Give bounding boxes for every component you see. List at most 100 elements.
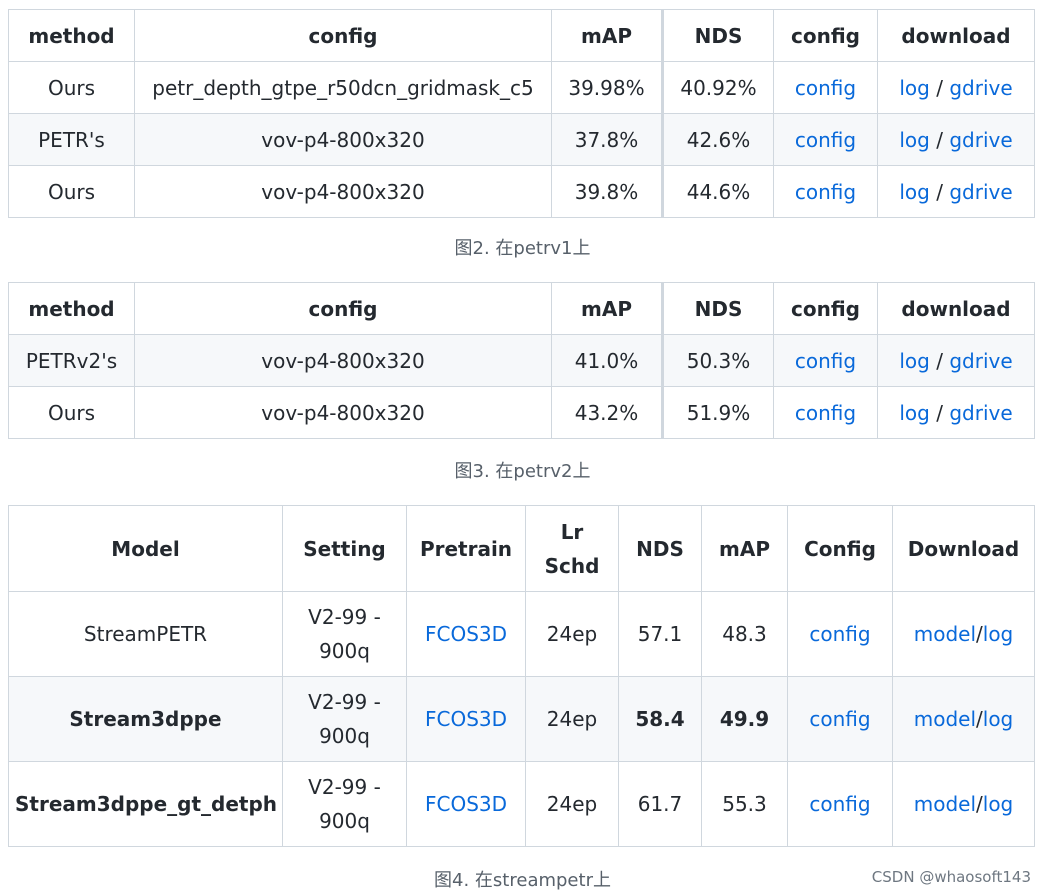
header-method: method (8, 9, 135, 62)
gdrive-link[interactable]: gdrive (949, 75, 1013, 100)
log-link[interactable]: log (899, 75, 930, 100)
pretrain-link[interactable]: FCOS3D (424, 707, 508, 731)
config-name-cell: vov-p4-800x320 (134, 165, 552, 218)
petrv1-results-table: method config mAP NDS config download Ou… (8, 9, 1035, 218)
header-config-link: config (773, 282, 878, 335)
model-cell: Stream3dppe (8, 676, 283, 762)
header-config: config (134, 9, 552, 62)
config-link[interactable]: config (794, 75, 857, 100)
config-name-cell: vov-p4-800x320 (134, 386, 552, 439)
table-row: StreamPETR V2-99 - 900q FCOS3D 24ep 57.1… (8, 591, 1035, 677)
gdrive-link[interactable]: gdrive (949, 127, 1013, 152)
table-header-row: method config mAP NDS config download (8, 282, 1035, 335)
header-nds: NDS (662, 9, 774, 62)
pretrain-cell: FCOS3D (406, 676, 526, 762)
config-name-cell: vov-p4-800x320 (134, 334, 552, 387)
log-link[interactable]: log (982, 622, 1014, 646)
link-separator: / (976, 707, 983, 731)
log-link[interactable]: log (899, 179, 930, 204)
download-cell: log / gdrive (877, 113, 1035, 166)
nds-cell: 50.3% (662, 334, 774, 387)
header-nds: NDS (662, 282, 774, 335)
setting-cell: V2-99 - 900q (282, 761, 407, 847)
nds-cell: 57.1 (618, 591, 702, 677)
header-setting: Setting (282, 505, 407, 592)
config-link[interactable]: config (809, 707, 871, 731)
config-link[interactable]: config (794, 127, 857, 152)
header-method: method (8, 282, 135, 335)
log-link[interactable]: log (982, 707, 1014, 731)
map-cell: 39.98% (551, 61, 664, 114)
log-link[interactable]: log (899, 348, 930, 373)
table-row: Ours vov-p4-800x320 43.2% 51.9% config l… (8, 386, 1035, 439)
nds-cell: 40.92% (662, 61, 774, 114)
nds-cell: 44.6% (662, 165, 774, 218)
link-separator: / (976, 622, 983, 646)
log-link[interactable]: log (982, 792, 1014, 816)
log-link[interactable]: log (899, 127, 930, 152)
header-map: mAP (701, 505, 788, 592)
header-download: Download (892, 505, 1035, 592)
config-link[interactable]: config (794, 179, 857, 204)
method-cell: PETRv2's (8, 334, 135, 387)
map-cell: 48.3 (701, 591, 788, 677)
map-cell: 55.3 (701, 761, 788, 847)
header-download: download (877, 282, 1035, 335)
table-row: PETRv2's vov-p4-800x320 41.0% 50.3% conf… (8, 334, 1035, 387)
download-cell: log / gdrive (877, 165, 1035, 218)
config-cell: config (773, 61, 878, 114)
download-cell: model/log (892, 591, 1035, 677)
gdrive-link[interactable]: gdrive (949, 179, 1013, 204)
download-cell: model/log (892, 761, 1035, 847)
config-name-cell: petr_depth_gtpe_r50dcn_gridmask_c5 (134, 61, 552, 114)
config-link[interactable]: config (809, 792, 871, 816)
download-cell: log / gdrive (877, 334, 1035, 387)
download-cell: log / gdrive (877, 386, 1035, 439)
model-cell: StreamPETR (8, 591, 283, 677)
config-link[interactable]: config (809, 622, 871, 646)
method-cell: Ours (8, 386, 135, 439)
download-cell: log / gdrive (877, 61, 1035, 114)
config-cell: config (773, 386, 878, 439)
map-cell: 39.8% (551, 165, 664, 218)
config-cell: config (787, 676, 893, 762)
table-row: Stream3dppe_gt_detph V2-99 - 900q FCOS3D… (8, 761, 1035, 847)
setting-cell: V2-99 - 900q (282, 676, 407, 762)
log-link[interactable]: log (899, 400, 930, 425)
header-map: mAP (551, 282, 664, 335)
pretrain-link[interactable]: FCOS3D (424, 792, 508, 816)
header-pretrain: Pretrain (406, 505, 526, 592)
model-link[interactable]: model (913, 622, 977, 646)
header-config-link: config (773, 9, 878, 62)
streampetr-results-table: Model Setting Pretrain Lr Schd NDS mAP C… (8, 505, 1035, 847)
config-link[interactable]: config (794, 348, 857, 373)
gdrive-link[interactable]: gdrive (949, 348, 1013, 373)
petrv2-results-table: method config mAP NDS config download PE… (8, 282, 1035, 439)
table-header-row: method config mAP NDS config download (8, 9, 1035, 62)
method-cell: Ours (8, 61, 135, 114)
table-row: PETR's vov-p4-800x320 37.8% 42.6% config… (8, 113, 1035, 166)
link-separator: / (976, 792, 983, 816)
gdrive-link[interactable]: gdrive (949, 400, 1013, 425)
link-separator: / (936, 127, 943, 152)
pretrain-link[interactable]: FCOS3D (424, 622, 508, 646)
link-separator: / (936, 348, 943, 373)
header-nds: NDS (618, 505, 702, 592)
model-link[interactable]: model (913, 707, 977, 731)
watermark: CSDN @whaosoft143 (871, 868, 1031, 886)
method-cell: Ours (8, 165, 135, 218)
config-link[interactable]: config (794, 400, 857, 425)
model-link[interactable]: model (913, 792, 977, 816)
map-cell: 43.2% (551, 386, 664, 439)
table-header-row: Model Setting Pretrain Lr Schd NDS mAP C… (8, 505, 1035, 592)
link-separator: / (936, 400, 943, 425)
nds-cell: 58.4 (618, 676, 702, 762)
config-cell: config (773, 113, 878, 166)
download-cell: model/log (892, 676, 1035, 762)
setting-cell: V2-99 - 900q (282, 591, 407, 677)
table-caption: 图4. 在streampetr上 (434, 870, 611, 891)
table-row: Ours petr_depth_gtpe_r50dcn_gridmask_c5 … (8, 61, 1035, 114)
lr-schd-cell: 24ep (525, 761, 619, 847)
header-download: download (877, 9, 1035, 62)
table-caption: 图2. 在petrv1上 (454, 238, 591, 259)
